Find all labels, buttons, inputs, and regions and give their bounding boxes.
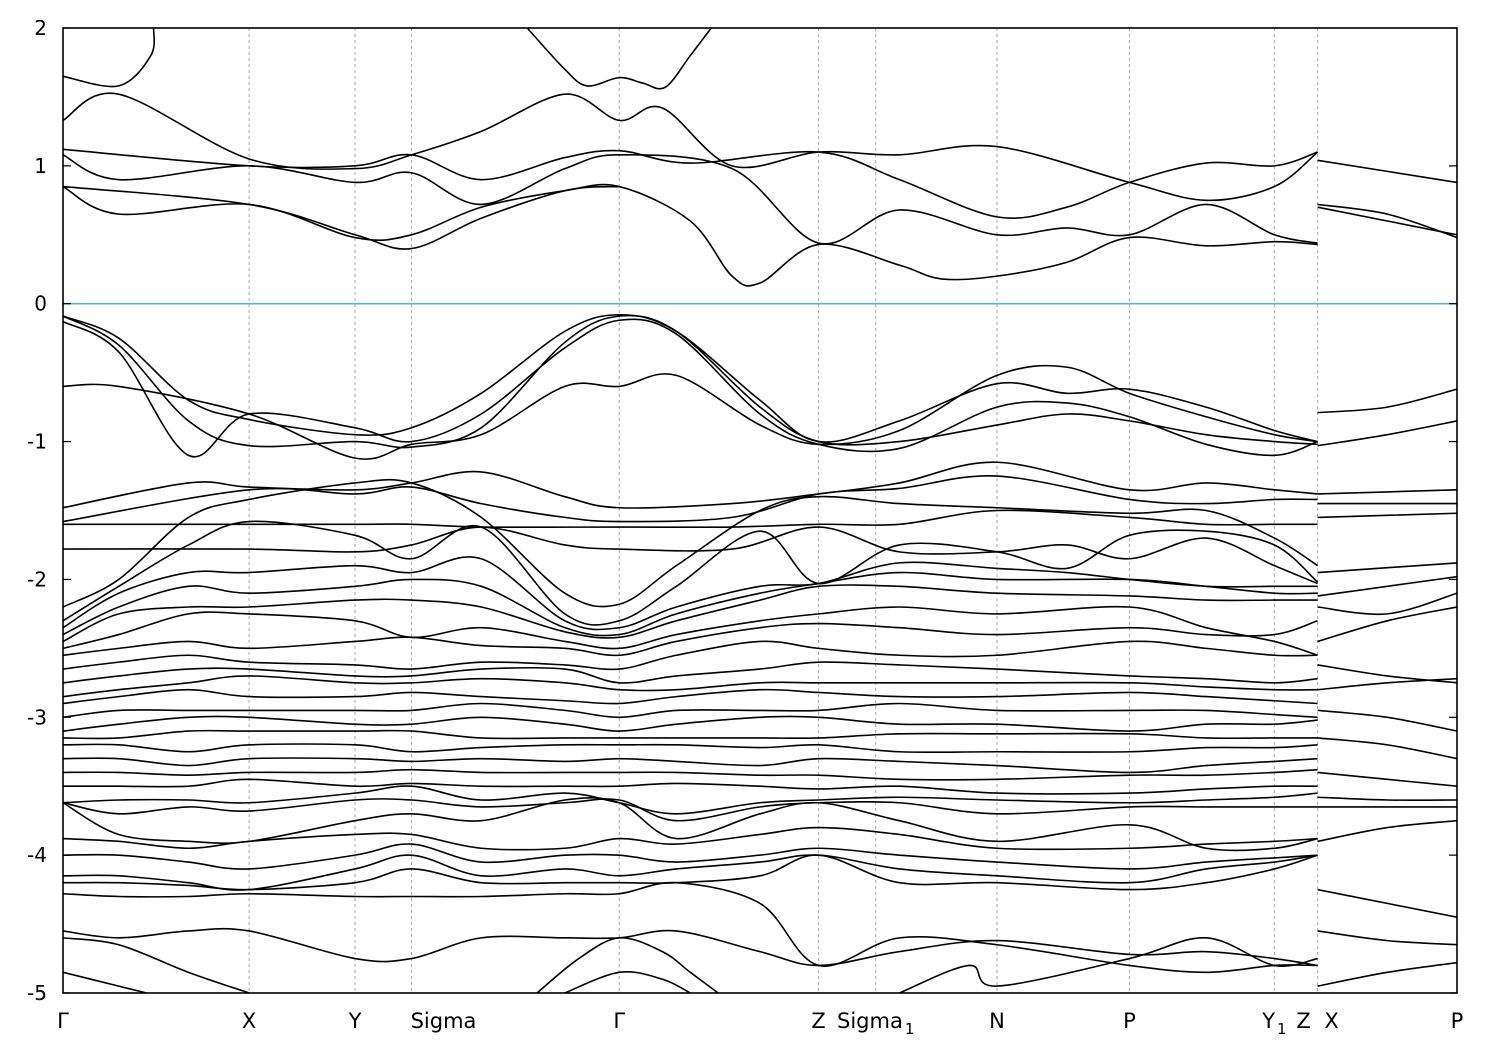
band-line (63, 183, 1318, 287)
band-line (1317, 819, 1457, 843)
band-line (63, 526, 1318, 585)
band-line (1317, 420, 1457, 447)
band-line (63, 318, 1318, 458)
x-tick-label: Sigma (411, 1009, 477, 1033)
band-line (1317, 888, 1457, 918)
band-line (63, 154, 1318, 245)
band-line (1317, 930, 1457, 946)
band-line (63, 729, 1318, 740)
y-axis: 2 1 0 -1 -2 -3 -4 -5 (27, 16, 1457, 1005)
x-tick-label: Z (1296, 1009, 1310, 1033)
band-line (63, 314, 1318, 449)
band-line (63, 881, 1318, 974)
y-tick-label: 1 (34, 154, 47, 178)
x-tick-label: X (242, 1009, 256, 1033)
x-tick-label: X (1324, 1009, 1338, 1033)
band-line (1317, 206, 1457, 236)
band-line (63, 778, 1318, 795)
band-line (63, 520, 1319, 626)
band-line (1317, 677, 1457, 691)
band-line (63, 148, 1318, 219)
band-line (63, 605, 1318, 657)
y-tick-label: -2 (27, 567, 47, 591)
band-line (63, 688, 1318, 705)
bands-group (63, 28, 1457, 993)
band-line (63, 661, 1318, 684)
band-line (1317, 159, 1457, 184)
y-tick-label: 0 (34, 292, 47, 316)
band-line (1317, 562, 1457, 574)
band-line (1317, 512, 1457, 519)
band-line (63, 675, 1318, 698)
band-line (63, 843, 1318, 870)
band-line (63, 185, 620, 250)
band-line (63, 826, 1318, 851)
band-line (536, 937, 719, 993)
band-line (63, 937, 250, 993)
band-line (63, 364, 1318, 460)
band-line (63, 640, 1318, 671)
kpoint-gridlines (248, 28, 1319, 993)
band-line (63, 702, 1318, 719)
band-line (63, 743, 1318, 754)
plot-frame (62, 27, 1458, 994)
band-line (63, 478, 1319, 608)
x-tick-label: N (989, 1009, 1005, 1033)
band-line (63, 757, 1318, 774)
y-tick-label: -3 (27, 705, 47, 729)
y-tick-label: 2 (34, 16, 47, 40)
band-line (1317, 592, 1457, 616)
band-line (63, 715, 1318, 732)
band-line (63, 927, 1318, 967)
band-line (63, 971, 147, 993)
band-line (63, 768, 1318, 781)
band-line (63, 571, 1318, 637)
x-tick-label: Γ (613, 1009, 625, 1033)
band-line (526, 28, 712, 90)
band-line (63, 509, 1318, 529)
x-tick-label: Z (811, 1009, 825, 1033)
band-line (63, 785, 1318, 815)
band-line (63, 584, 1318, 643)
band-line (1317, 709, 1457, 732)
band-line (899, 937, 1318, 993)
band-line (1317, 606, 1457, 643)
band-line (1317, 771, 1457, 788)
band-line (1317, 961, 1457, 987)
band-line (1317, 737, 1457, 760)
x-tick-label: P (1123, 1009, 1136, 1033)
y-tick-label: -1 (27, 430, 47, 454)
band-line (63, 798, 1318, 822)
x-tick-label: Γ (57, 1009, 69, 1033)
y-tick-label: -5 (27, 981, 47, 1005)
band-line (63, 475, 1318, 523)
band-line (1317, 489, 1457, 495)
band-line (1317, 388, 1457, 414)
band-line (564, 971, 691, 993)
x-tick-label: P (1451, 1009, 1464, 1033)
band-line (63, 28, 156, 88)
band-line (1317, 796, 1457, 802)
x-tick-label: Y (348, 1009, 362, 1033)
band-line (1317, 575, 1457, 597)
band-line (63, 620, 1318, 657)
y-tick-label: -4 (27, 843, 47, 867)
band-line (1317, 664, 1457, 684)
